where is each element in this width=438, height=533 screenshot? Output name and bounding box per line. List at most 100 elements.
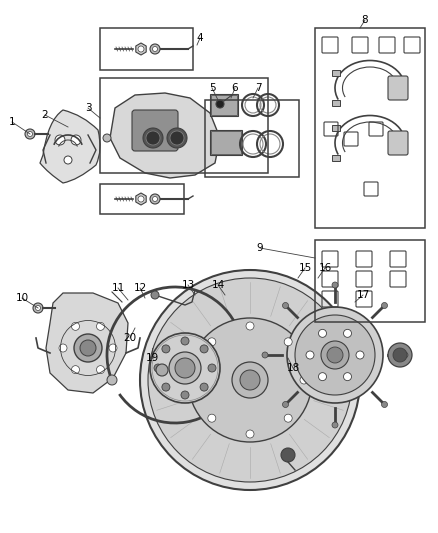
Circle shape — [200, 345, 208, 353]
Circle shape — [138, 196, 144, 202]
Text: 14: 14 — [212, 280, 225, 290]
Bar — [332, 125, 340, 131]
Circle shape — [381, 303, 388, 309]
Circle shape — [169, 352, 201, 384]
Circle shape — [281, 448, 295, 462]
Circle shape — [381, 401, 388, 408]
FancyBboxPatch shape — [388, 76, 408, 100]
Bar — [100, 78, 268, 173]
PathPatch shape — [40, 110, 100, 183]
Circle shape — [356, 351, 364, 359]
Circle shape — [332, 282, 338, 288]
Circle shape — [148, 278, 352, 482]
Text: 10: 10 — [15, 293, 28, 303]
Circle shape — [33, 303, 43, 313]
Text: 19: 19 — [145, 353, 159, 363]
Circle shape — [150, 333, 220, 403]
Circle shape — [318, 373, 326, 381]
Bar — [315, 28, 425, 228]
Bar — [211, 95, 237, 115]
Bar — [100, 28, 193, 70]
PathPatch shape — [110, 93, 220, 178]
Bar — [211, 131, 241, 154]
Circle shape — [306, 351, 314, 359]
Text: 9: 9 — [257, 243, 263, 253]
Circle shape — [146, 131, 160, 145]
Bar — [210, 130, 242, 155]
Circle shape — [162, 345, 170, 353]
Bar — [100, 184, 184, 214]
Circle shape — [80, 340, 96, 356]
Circle shape — [321, 341, 349, 369]
Circle shape — [343, 373, 352, 381]
Circle shape — [240, 370, 260, 390]
Bar — [332, 155, 340, 161]
Circle shape — [284, 414, 292, 422]
Circle shape — [143, 128, 163, 148]
Bar — [332, 70, 340, 76]
Bar — [315, 240, 425, 322]
Text: 2: 2 — [42, 110, 48, 120]
Circle shape — [208, 414, 216, 422]
Text: 8: 8 — [362, 15, 368, 25]
FancyBboxPatch shape — [388, 131, 408, 155]
Circle shape — [332, 422, 338, 428]
Text: 7: 7 — [254, 83, 261, 93]
Text: 5: 5 — [208, 83, 215, 93]
Circle shape — [28, 132, 32, 136]
Circle shape — [162, 383, 170, 391]
Circle shape — [393, 348, 407, 362]
Text: 18: 18 — [286, 363, 300, 373]
Circle shape — [246, 430, 254, 438]
Text: 15: 15 — [298, 263, 311, 273]
Circle shape — [300, 376, 308, 384]
Circle shape — [170, 131, 184, 145]
Circle shape — [262, 352, 268, 358]
Circle shape — [192, 376, 200, 384]
Circle shape — [71, 135, 81, 145]
Circle shape — [246, 322, 254, 330]
Circle shape — [25, 129, 35, 139]
Circle shape — [284, 338, 292, 346]
PathPatch shape — [46, 293, 128, 393]
Circle shape — [156, 364, 168, 376]
Text: 1: 1 — [9, 117, 15, 127]
Bar — [205, 100, 299, 177]
Circle shape — [327, 347, 343, 363]
Circle shape — [74, 334, 102, 362]
Bar — [198, 349, 302, 411]
Circle shape — [96, 322, 105, 330]
Circle shape — [188, 318, 312, 442]
Circle shape — [71, 322, 80, 330]
Circle shape — [150, 44, 160, 54]
Text: 13: 13 — [181, 280, 194, 290]
Circle shape — [216, 100, 224, 108]
Circle shape — [208, 338, 216, 346]
FancyBboxPatch shape — [132, 110, 178, 151]
Bar — [332, 100, 340, 106]
Circle shape — [138, 46, 144, 52]
Circle shape — [232, 362, 268, 398]
Circle shape — [219, 134, 227, 142]
Circle shape — [107, 375, 117, 385]
Circle shape — [152, 197, 158, 201]
Circle shape — [103, 134, 111, 142]
Circle shape — [318, 329, 326, 337]
Circle shape — [283, 401, 289, 408]
Circle shape — [152, 46, 158, 52]
Circle shape — [167, 128, 187, 148]
Circle shape — [64, 156, 72, 164]
Circle shape — [109, 344, 117, 352]
Circle shape — [295, 315, 375, 395]
Circle shape — [154, 364, 162, 372]
Circle shape — [150, 194, 160, 204]
Circle shape — [402, 352, 408, 358]
Circle shape — [151, 291, 159, 299]
Text: 12: 12 — [134, 283, 147, 293]
Circle shape — [283, 303, 289, 309]
Circle shape — [59, 344, 67, 352]
Circle shape — [140, 270, 360, 490]
Text: 17: 17 — [357, 290, 370, 300]
Circle shape — [96, 366, 105, 374]
Bar — [210, 94, 238, 116]
